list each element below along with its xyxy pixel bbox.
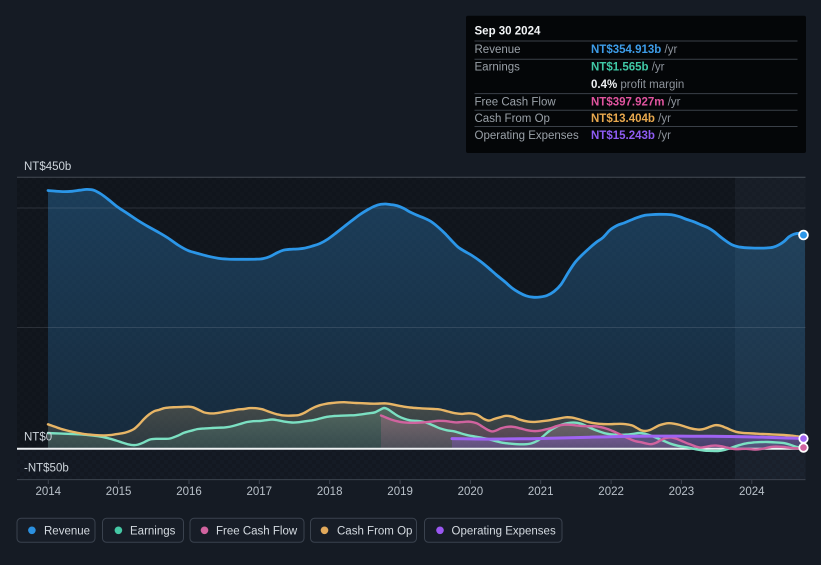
svg-text:NT$15.243b /yr: NT$15.243b /yr: [591, 130, 671, 142]
svg-text:NT$1.565b /yr: NT$1.565b /yr: [591, 62, 665, 74]
svg-text:Earnings: Earnings: [475, 62, 521, 74]
svg-text:NT$0: NT$0: [24, 432, 52, 444]
svg-text:Free Cash Flow: Free Cash Flow: [216, 525, 298, 537]
svg-text:Revenue: Revenue: [475, 44, 521, 56]
svg-text:2024: 2024: [739, 486, 765, 498]
svg-text:NT$450b: NT$450b: [24, 161, 71, 173]
svg-text:2022: 2022: [598, 486, 624, 498]
svg-text:Cash From Op: Cash From Op: [337, 525, 412, 537]
svg-text:Operating Expenses: Operating Expenses: [452, 525, 556, 537]
svg-text:NT$397.927m /yr: NT$397.927m /yr: [591, 97, 681, 109]
svg-text:2019: 2019: [387, 486, 413, 498]
svg-text:2015: 2015: [106, 486, 132, 498]
svg-text:NT$354.913b /yr: NT$354.913b /yr: [591, 44, 677, 56]
svg-text:-NT$50b: -NT$50b: [24, 463, 69, 475]
svg-text:2017: 2017: [247, 486, 273, 498]
svg-text:Earnings: Earnings: [130, 525, 176, 537]
svg-text:Cash From Op: Cash From Op: [475, 113, 550, 125]
svg-text:Free Cash Flow: Free Cash Flow: [475, 97, 557, 109]
svg-text:2021: 2021: [528, 486, 554, 498]
svg-text:2016: 2016: [176, 486, 202, 498]
svg-text:2014: 2014: [36, 486, 62, 498]
svg-text:2023: 2023: [669, 486, 695, 498]
svg-text:Operating Expenses: Operating Expenses: [475, 130, 579, 142]
svg-text:0.4% profit margin: 0.4% profit margin: [591, 79, 684, 91]
svg-text:2020: 2020: [458, 486, 484, 498]
svg-text:2018: 2018: [317, 486, 343, 498]
svg-text:Revenue: Revenue: [44, 525, 90, 537]
svg-text:Sep 30 2024: Sep 30 2024: [475, 26, 541, 38]
svg-text:NT$13.404b /yr: NT$13.404b /yr: [591, 113, 671, 125]
